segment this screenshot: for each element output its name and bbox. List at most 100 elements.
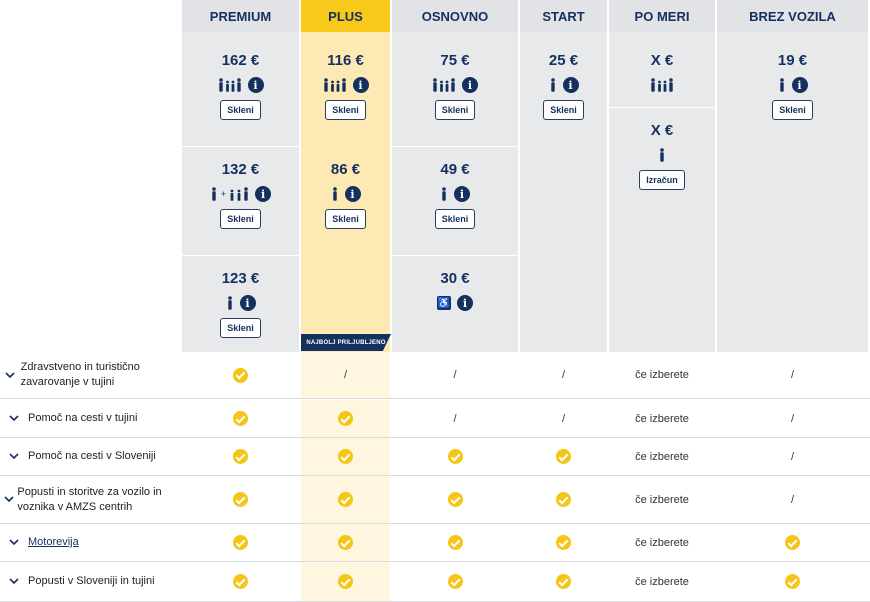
offer-brez-single: 19 € i Skleni [717,32,868,120]
offer-osnovno-family: 75 € i Skleni [392,32,518,120]
feature-toggle[interactable]: Popusti in storitve za vozilo in voznika… [0,476,180,523]
feature-value-cell [301,438,390,475]
feature-value: če izberete [635,575,689,588]
most-popular-badge: NAJBOLJ PRILJUBLJENO [301,334,391,351]
check-icon [556,535,571,550]
skleni-button[interactable]: Skleni [220,100,261,120]
feature-value-cell [301,562,390,601]
info-icon[interactable]: i [247,77,264,93]
feature-value-cell [301,524,390,561]
chevron-down-icon [0,415,28,422]
izracun-button[interactable]: Izračun [639,170,685,190]
feature-value: če izberete [635,450,689,463]
skleni-button[interactable]: Skleni [543,100,584,120]
price: 132 € [221,161,260,178]
price: 123 € [221,270,260,287]
chevron-down-icon [0,453,28,460]
start-column [520,0,607,352]
plan-header-brez: BREZ VOZILA [717,0,868,32]
feature-value: / [790,493,795,506]
price: 162 € [221,52,260,69]
feature-label: Zdravstveno in turistično zavarovanje v … [20,361,140,388]
feature-row: Zdravstveno in turistično zavarovanje v … [0,352,870,399]
skleni-button[interactable]: Skleni [772,100,813,120]
info-icon[interactable]: i [454,186,470,202]
offer-premium-single: 123 € i Skleni [182,250,299,338]
info-icon[interactable]: i [239,295,256,311]
feature-value: / [790,412,795,425]
offer-start-single: 25 € i Skleni [520,32,607,120]
feature-toggle[interactable]: Zdravstveno in turistično zavarovanje v … [0,352,180,398]
check-icon [447,492,463,507]
feature-value-cell [182,352,299,398]
family-icon [432,78,456,92]
feature-value-cell [392,562,518,601]
check-icon [556,449,571,464]
check-icon [447,535,463,550]
info-icon[interactable]: i [352,77,369,93]
info-icon[interactable]: i [462,77,478,93]
feature-value-cell [182,476,299,523]
feature-value: / [453,412,457,425]
feature-label[interactable]: Motorevija [28,536,79,548]
feature-toggle[interactable]: Motorevija [0,524,180,561]
feature-value: če izberete [635,412,689,425]
feature-toggle[interactable]: Popusti v Sloveniji in tujini [0,562,180,601]
person-plus-family-icon: + [210,187,249,201]
offer-plus-family: 116 € i Skleni [301,32,390,120]
feature-value-cell [392,524,518,561]
price: X € [650,122,674,139]
offer-plus-single: 86 € i Skleni [301,141,390,229]
offer-osnovno-single: 49 € i Skleni [392,141,518,229]
feature-value: če izberete [635,536,689,549]
person-icon [331,187,339,201]
chevron-down-icon [0,578,28,585]
price: 86 € [330,161,361,178]
brez-column [717,0,868,352]
skleni-button[interactable]: Skleni [325,209,366,229]
check-icon [556,492,571,507]
price: 19 € [777,52,808,69]
offer-osnovno-disabled: 30 € ♿ i [392,250,518,312]
check-icon [233,367,248,383]
info-icon[interactable]: i [791,77,808,93]
info-icon[interactable]: i [344,186,361,202]
check-icon [338,411,353,426]
premium-column [182,0,299,352]
feature-toggle[interactable]: Pomoč na cesti v Sloveniji [0,438,180,475]
offer-premium-person-plus-family: 132 € + i Skleni [182,141,299,229]
feature-toggle[interactable]: Pomoč na cesti v tujini [0,400,180,437]
skleni-button[interactable]: Skleni [220,318,261,338]
feature-value-cell [182,438,299,475]
family-icon [650,78,674,92]
feature-value-cell [520,438,607,475]
feature-value-cell [182,562,299,601]
price: 116 € [327,52,364,69]
info-icon[interactable]: i [457,295,473,311]
check-icon [338,492,353,507]
skleni-button[interactable]: Skleni [220,209,261,229]
feature-value-cell [520,476,607,523]
skleni-button[interactable]: Skleni [434,100,476,120]
wheelchair-icon: ♿ [437,296,451,310]
offer-pomeri-single: X € Izračun [609,102,715,190]
skleni-button[interactable]: Skleni [434,209,476,229]
feature-value: / [301,352,390,398]
feature-row: Motorevija če izberete [0,524,870,562]
person-icon [778,78,786,92]
feature-value: / [561,369,566,381]
chevron-down-icon [0,371,21,379]
info-icon[interactable]: i [562,77,579,93]
feature-value: / [453,369,457,381]
info-icon[interactable]: i [255,186,272,202]
feature-value: / [790,450,795,463]
feature-value-cell [301,476,390,523]
check-icon [233,574,248,589]
feature-value-cell [182,524,299,561]
check-icon [447,574,463,589]
check-icon [233,535,248,550]
feature-row: Popusti v Sloveniji in tujini če izberete [0,562,870,602]
feature-value: / [561,412,566,425]
skleni-button[interactable]: Skleni [325,100,366,120]
